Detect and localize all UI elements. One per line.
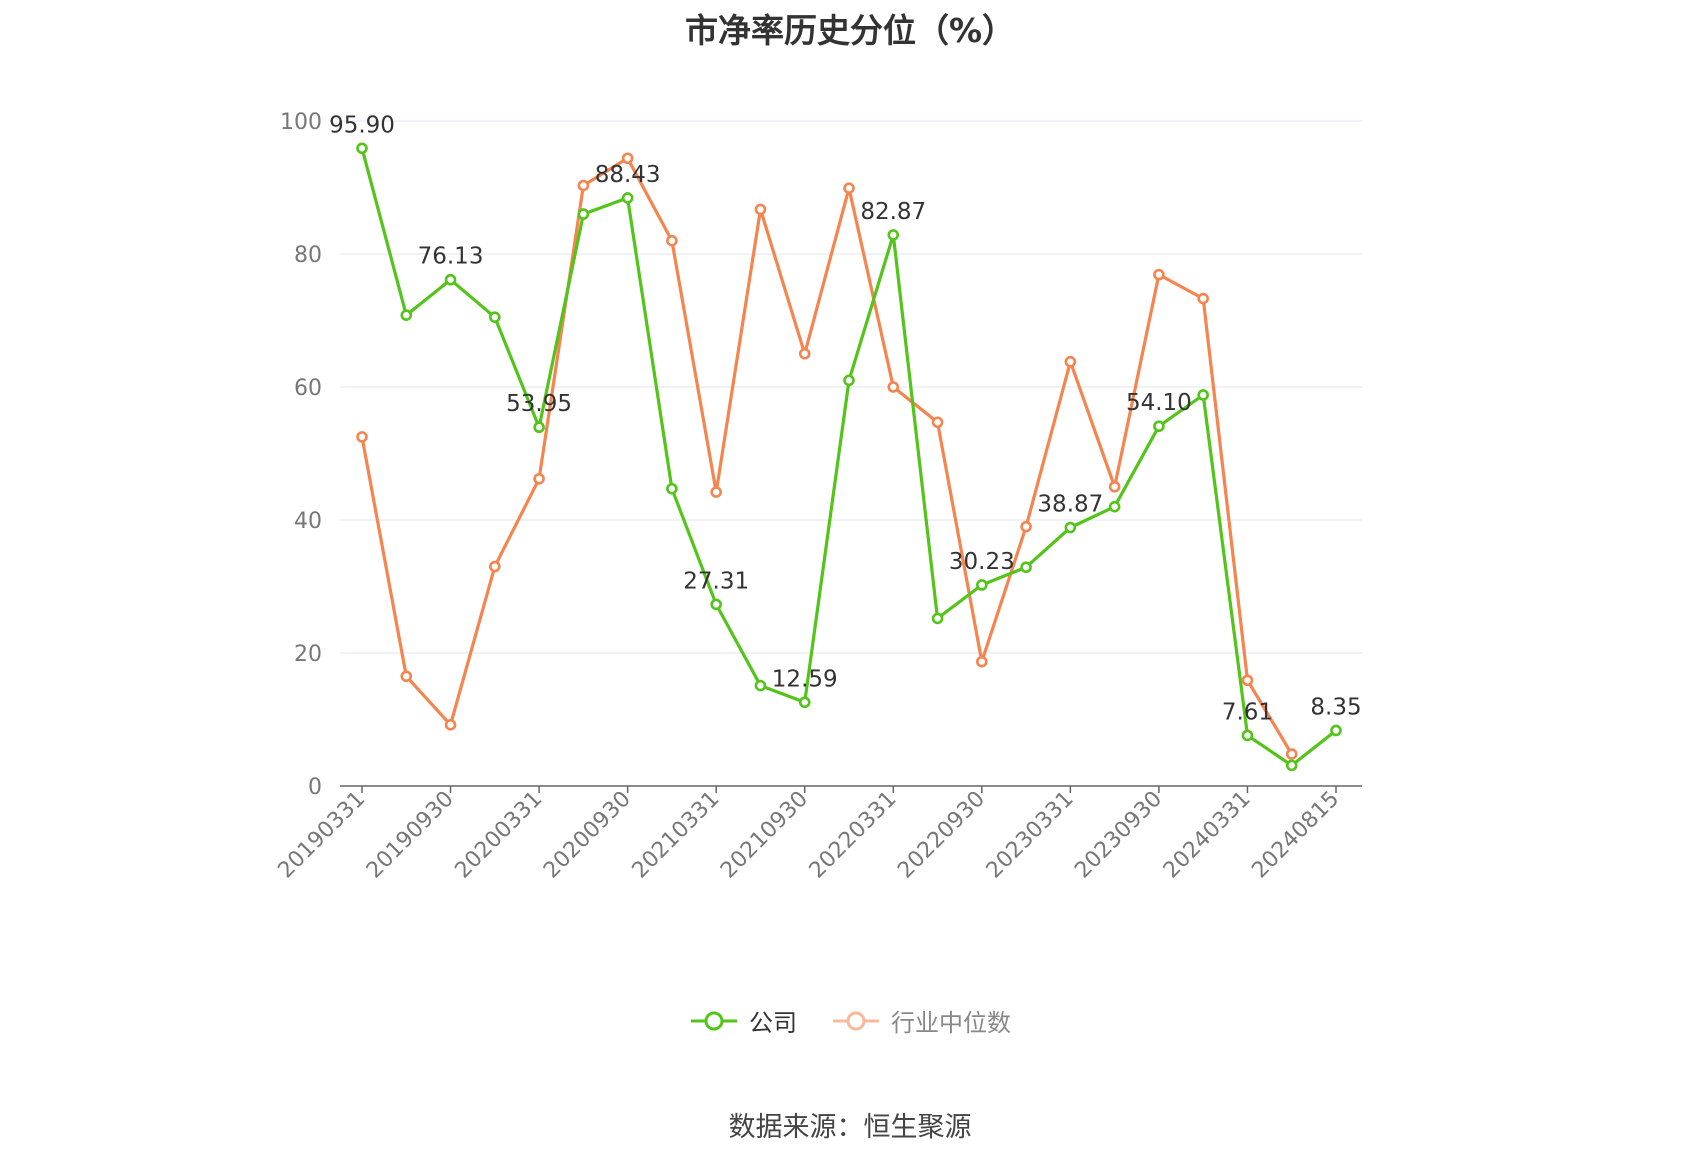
data-source: 数据来源：恒生聚源: [728, 1112, 972, 1143]
data-point-company: [1153, 420, 1165, 433]
data-point-company: [1285, 759, 1298, 772]
x-tick-label: 20190331: [273, 787, 370, 884]
data-labels: 95.90 76.13 53.95 88.43 27.31 12.59 82.87 30.23…: [329, 112, 1362, 725]
x-tick-label: 20240815: [1247, 787, 1344, 884]
data-label: 27.31: [683, 568, 749, 594]
data-point-company: [577, 208, 590, 220]
data-point-company: [976, 579, 988, 591]
data-point-industry: [666, 234, 678, 247]
x-tick-label: 20190930: [362, 787, 459, 884]
data-point-company: [533, 421, 545, 434]
grid-lines: [340, 120, 1362, 654]
x-tick-label: 20210331: [628, 787, 725, 884]
data-label: 30.23: [949, 549, 1015, 575]
data-point-industry: [621, 152, 634, 165]
data-point-industry: [931, 416, 944, 429]
data-label: 38.87: [1037, 492, 1103, 518]
data-point-industry: [577, 179, 590, 192]
data-point-company: [444, 273, 457, 286]
y-axis: 0 20 40 60 80 100: [280, 110, 322, 800]
data-point-company: [400, 309, 413, 321]
data-label: 12.59: [772, 666, 838, 692]
data-point-industry: [1064, 355, 1077, 368]
data-label: 76.13: [418, 244, 484, 270]
data-point-industry: [1197, 292, 1209, 305]
data-point-company: [710, 598, 722, 611]
series-line-industry: [360, 156, 1294, 755]
legend-label-industry: 行业中位数: [891, 1009, 1011, 1037]
x-tick-label: 20230331: [982, 787, 1079, 884]
y-tick-label: 40: [294, 509, 322, 534]
data-point-industry: [1241, 674, 1254, 687]
data-point-industry: [754, 203, 767, 216]
y-tick-label: 0: [308, 775, 322, 800]
x-tick-label: 20210930: [716, 787, 813, 884]
data-point-industry: [1108, 480, 1121, 493]
data-point-company: [887, 229, 900, 241]
legend-industry-marker: [833, 1011, 879, 1030]
series-line-company: [360, 147, 1337, 767]
x-tick-label: 20200331: [450, 787, 547, 884]
data-point-company: [754, 679, 767, 692]
data-point-industry: [533, 472, 545, 485]
chart-title: 市净率历史分位（%）: [684, 11, 1016, 50]
data-point-company: [843, 374, 855, 387]
y-tick-label: 80: [294, 243, 322, 268]
data-point-company: [1108, 500, 1121, 513]
legend: 公司 行业中位数: [0, 1003, 1700, 1038]
data-label: 7.61: [1222, 699, 1273, 725]
data-point-company: [1064, 521, 1077, 534]
data-label: 53.95: [506, 391, 572, 417]
data-point-company: [1241, 729, 1254, 742]
x-tick-label: 20200930: [539, 787, 636, 884]
x-tick-label: 20240331: [1159, 787, 1256, 884]
data-point-industry: [356, 431, 368, 443]
data-label: 82.87: [860, 199, 926, 225]
data-label: 8.35: [1310, 694, 1361, 720]
legend-label-company: 公司: [749, 1009, 797, 1037]
data-point-industry: [489, 560, 501, 573]
data-point-industry: [1285, 748, 1298, 760]
x-axis: 2019033120190930202003312020093020210331…: [273, 785, 1362, 884]
data-point-industry: [843, 182, 855, 194]
legend-company-marker: [691, 1011, 737, 1030]
data-point-industry: [1020, 520, 1032, 533]
data-point-company: [356, 142, 368, 155]
data-point-industry: [1153, 268, 1165, 281]
y-tick-label: 100: [280, 110, 322, 135]
data-point-company: [666, 482, 678, 495]
data-point-industry: [444, 719, 457, 731]
legend-item-company[interactable]: 公司: [689, 1003, 797, 1038]
data-point-industry: [976, 655, 988, 668]
data-point-company: [1197, 389, 1209, 401]
series-lines: [360, 147, 1337, 767]
data-point-company: [621, 192, 634, 204]
y-tick-label: 20: [294, 642, 322, 667]
data-point-company: [931, 612, 944, 625]
x-tick-label: 20220930: [893, 787, 990, 884]
data-label: 54.10: [1126, 390, 1192, 416]
data-label: 88.43: [595, 162, 661, 188]
data-point-company: [1020, 561, 1032, 574]
data-point-industry: [710, 486, 722, 498]
data-point-company: [1330, 724, 1342, 737]
data-point-company: [489, 311, 501, 323]
x-tick-label: 20220331: [805, 787, 902, 884]
data-point-industry: [887, 381, 900, 393]
series-points: [356, 142, 1342, 772]
legend-item-industry[interactable]: 行业中位数: [831, 1003, 1011, 1038]
y-tick-label: 60: [294, 376, 322, 401]
data-point-industry: [400, 670, 413, 683]
data-point-industry: [798, 347, 811, 360]
data-label: 95.90: [329, 112, 395, 138]
data-point-company: [798, 696, 811, 709]
x-tick-label: 20230930: [1070, 787, 1167, 884]
